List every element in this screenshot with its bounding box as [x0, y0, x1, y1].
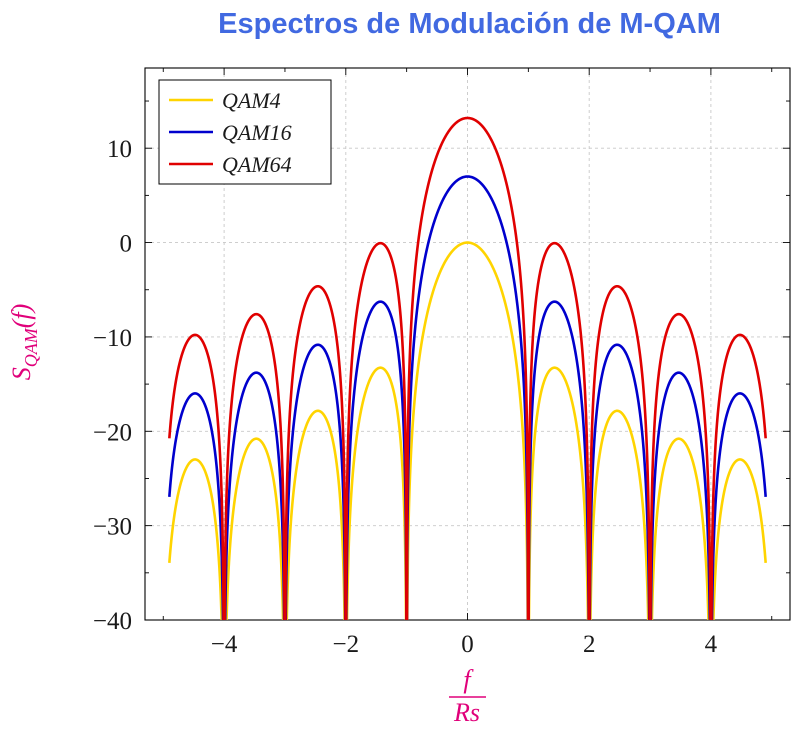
x-tick-label: −2 [332, 631, 359, 658]
legend-label-qam16: QAM16 [222, 120, 292, 145]
legend-label-qam4: QAM4 [222, 88, 281, 113]
y-axis-label: SQAM(f) [7, 304, 41, 381]
chart-title: Espectros de Modulación de M-QAM [218, 8, 721, 40]
y-tick-label: −20 [93, 419, 132, 446]
x-tick-label: −4 [211, 631, 238, 658]
legend: QAM4 QAM16 QAM64 [158, 79, 332, 185]
y-axis-label-subscript: QAM [21, 327, 41, 367]
y-tick-label: −40 [93, 608, 132, 635]
y-tick-label: −30 [93, 514, 132, 541]
curve-qam64 [168, 116, 767, 620]
curve-qam4 [168, 241, 767, 620]
y-tick-label: −10 [93, 325, 132, 352]
plot-border [144, 67, 791, 621]
y-axis-label-base: S [7, 367, 36, 380]
x-tick-label: 4 [705, 631, 718, 658]
y-axis-label-suffix: (f) [7, 304, 36, 329]
x-tick-label: 2 [583, 631, 596, 658]
spectrum-curves [168, 116, 767, 620]
x-axis-label: f Rs [449, 665, 486, 727]
legend-label-qam64: QAM64 [222, 152, 292, 177]
x-axis-label-denominator: Rs [453, 698, 480, 727]
x-tick-label: 0 [461, 631, 474, 658]
y-tick-label: 0 [120, 231, 133, 258]
y-tick-label: 10 [107, 136, 132, 163]
curve-qam16 [168, 175, 767, 620]
x-axis-label-numerator: f [463, 665, 474, 694]
